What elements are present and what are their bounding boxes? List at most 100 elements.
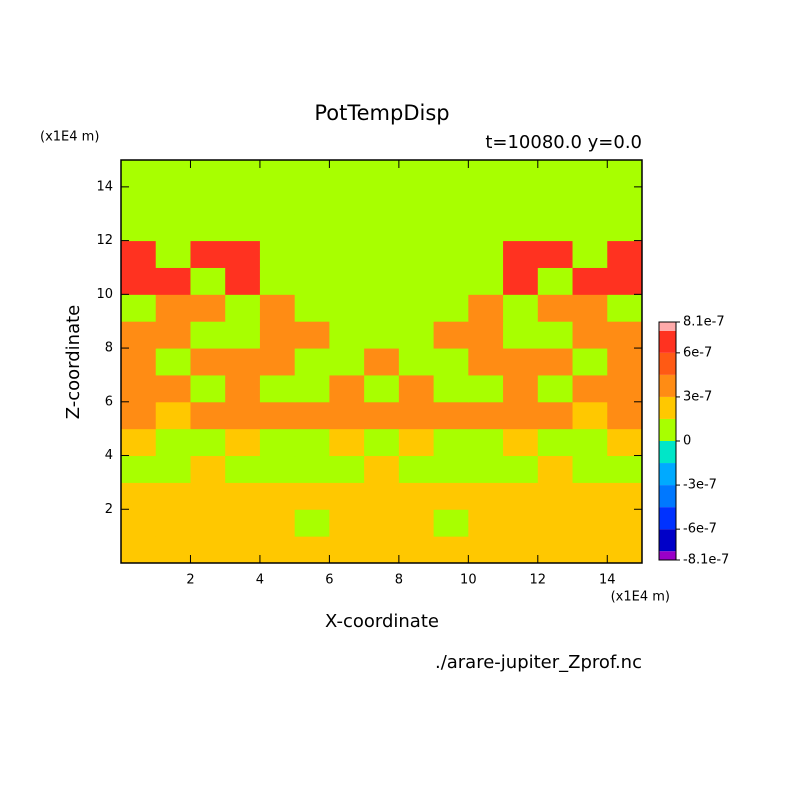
contour-cell <box>155 267 191 295</box>
contour-cell <box>433 374 469 403</box>
contour-cell <box>468 213 504 242</box>
contour-cell <box>329 294 365 322</box>
contour-cell <box>155 186 191 215</box>
contour-cell <box>121 213 157 242</box>
contour-cell <box>433 267 469 295</box>
contour-cell <box>468 321 504 349</box>
contour-cell <box>503 321 539 349</box>
contour-cell <box>572 509 608 537</box>
contour-cell <box>364 240 400 268</box>
contour-cell <box>121 509 157 537</box>
colorbar-segment <box>659 529 676 552</box>
y-tick-label: 10 <box>96 287 113 302</box>
contour-cell <box>398 428 435 457</box>
contour-cell <box>503 348 539 376</box>
contour-cell <box>259 160 296 188</box>
contour-cell <box>329 482 365 510</box>
y-tick-label: 6 <box>105 394 113 409</box>
contour-cell <box>225 294 261 322</box>
contour-cell <box>503 186 539 215</box>
contour-cell <box>190 536 226 564</box>
contour-cell <box>364 294 400 322</box>
contour-cell <box>572 240 608 268</box>
y-tick-label: 12 <box>96 233 113 248</box>
contour-cell <box>190 321 226 349</box>
contour-cell <box>433 213 469 242</box>
chart-subtitle: t=10080.0 y=0.0 <box>485 132 642 153</box>
contour-cell <box>364 186 400 215</box>
contour-cell <box>121 374 157 403</box>
contour-cell <box>155 348 191 376</box>
contour-cell <box>503 240 539 268</box>
contour-cell <box>121 321 157 349</box>
contour-cell <box>294 213 330 242</box>
contour-cell <box>259 428 296 457</box>
contour-cell <box>121 455 157 483</box>
contour-cell <box>607 267 643 295</box>
colorbar-segment <box>659 485 676 508</box>
contour-cell <box>190 213 226 242</box>
contour-cell <box>121 536 157 564</box>
contour-cell <box>294 428 330 457</box>
contour-cell <box>364 374 400 403</box>
contour-cell <box>225 348 261 376</box>
contour-cell <box>225 428 261 457</box>
contour-cell <box>121 267 157 295</box>
contour-cell <box>537 321 574 349</box>
contour-cell <box>398 160 435 188</box>
contour-cell <box>572 401 608 430</box>
contour-cell <box>259 186 296 215</box>
contour-cell <box>155 240 191 268</box>
contour-cell <box>329 186 365 215</box>
contour-cell <box>398 536 435 564</box>
contour-cell <box>155 321 191 349</box>
contour-cell <box>259 509 296 537</box>
colorbar-segment <box>659 396 676 419</box>
contour-cell <box>398 267 435 295</box>
contour-cell <box>364 160 400 188</box>
contour-cell <box>190 401 226 430</box>
contour-cell <box>121 428 157 457</box>
contour-cell <box>398 509 435 537</box>
contour-cell <box>225 401 261 430</box>
contour-cell <box>398 213 435 242</box>
x-tick-label: 2 <box>186 573 194 588</box>
contour-cell <box>364 213 400 242</box>
contour-cell <box>537 267 574 295</box>
contour-cell <box>364 267 400 295</box>
contour-cell <box>607 455 643 483</box>
contour-cell <box>607 240 643 268</box>
contour-cell <box>503 401 539 430</box>
y-tick-label: 4 <box>105 448 113 463</box>
contour-cell <box>225 482 261 510</box>
contour-cell <box>537 186 574 215</box>
contour-cell <box>537 536 574 564</box>
contour-cell <box>572 482 608 510</box>
contour-cell <box>572 374 608 403</box>
contour-cell <box>537 160 574 188</box>
contour-cell <box>190 160 226 188</box>
contour-cell <box>503 455 539 483</box>
contour-cell <box>433 428 469 457</box>
x-axis-label: X-coordinate <box>325 611 439 632</box>
colorbar-tick-label: -6e-7 <box>683 522 717 537</box>
contour-cell <box>155 401 191 430</box>
contour-cell <box>190 482 226 510</box>
contour-cell <box>294 401 330 430</box>
colorbar-tick-label: -8.1e-7 <box>683 553 729 568</box>
x-tick-label: 4 <box>256 573 264 588</box>
contour-cell <box>329 455 365 483</box>
contour-cell <box>607 186 643 215</box>
y-tick-label: 14 <box>96 179 113 194</box>
chart-title: PotTempDisp <box>314 101 449 125</box>
contour-cell <box>155 455 191 483</box>
contour-cell <box>572 294 608 322</box>
y-axis-label: Z-coordinate <box>63 305 84 420</box>
colorbar-segment <box>659 551 676 560</box>
contour-cell <box>225 321 261 349</box>
contour-cell <box>190 455 226 483</box>
x-unit: (x1E4 m) <box>611 590 670 605</box>
contour-cell <box>398 294 435 322</box>
contour-cell <box>537 240 574 268</box>
contour-cell <box>398 240 435 268</box>
